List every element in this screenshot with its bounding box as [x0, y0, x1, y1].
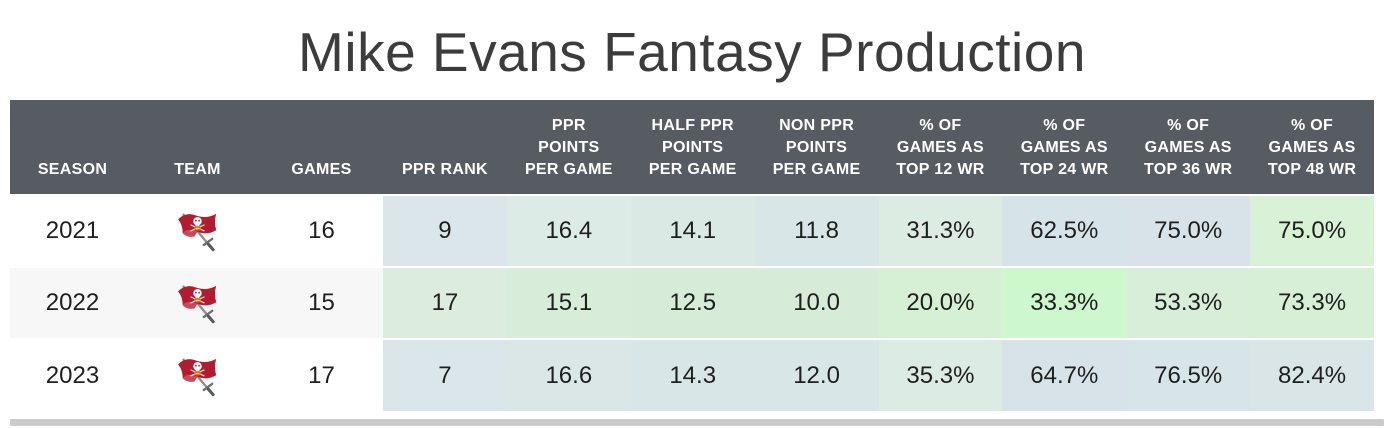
- top36-value-cell: 76.5%: [1126, 338, 1251, 411]
- header-row: SEASON TEAM GAMES PPR RANK PPR POINTS PER GA…: [10, 100, 1374, 195]
- column-header-games: GAMES: [260, 100, 383, 195]
- column-header-top36: % OF GAMES AS TOP 36 WR: [1126, 100, 1251, 195]
- ppr-rank-value-cell: 7: [383, 338, 507, 411]
- column-header-half-ppr-ppg: HALF PPR POINTS PER GAME: [630, 100, 755, 195]
- table-body: 2021 16 9 16.4 14.1 11.8 31.3% 62.5% 75.0% 75.0%…: [10, 194, 1374, 411]
- ppr-ppg-value-cell: 16.4: [506, 194, 631, 267]
- column-header-top48: % OF GAMES AS TOP 48 WR: [1250, 100, 1374, 195]
- games-cell: 16: [260, 194, 383, 267]
- non-ppr-ppg-value-cell: 10.0: [754, 266, 879, 339]
- games-cell: 17: [260, 338, 383, 411]
- season-cell: 2023: [10, 338, 135, 411]
- half-ppr-ppg-value-cell: 12.5: [630, 266, 755, 339]
- column-header-season: SEASON: [10, 100, 135, 195]
- column-header-ppr-ppg: PPR POINTS PER GAME: [506, 100, 631, 195]
- column-header-top24: % OF GAMES AS TOP 24 WR: [1002, 100, 1127, 195]
- page-title: Mike Evans Fantasy Production: [298, 21, 1086, 83]
- top48-value-cell: 73.3%: [1250, 266, 1374, 339]
- ppr-rank-value-cell: 17: [383, 266, 507, 339]
- column-header-top12: % OF GAMES AS TOP 12 WR: [878, 100, 1003, 195]
- top36-value-cell: 53.3%: [1126, 266, 1251, 339]
- non-ppr-ppg-value-cell: 11.8: [754, 194, 879, 267]
- team-cell: [135, 266, 260, 339]
- column-header-ppr-rank: PPR RANK: [383, 100, 507, 195]
- buccaneers-flag-icon: [178, 285, 217, 324]
- top12-value-cell: 20.0%: [878, 266, 1003, 339]
- table-row-2023: 2023 17 7 16.6 14.3 12.0 35.3% 64.7% 76.5% 82.4%: [10, 338, 1374, 411]
- top24-value-cell: 33.3%: [1002, 266, 1127, 339]
- top12-value-cell: 31.3%: [878, 194, 1003, 267]
- top12-value-cell: 35.3%: [878, 338, 1003, 411]
- table-header: SEASON TEAM GAMES PPR RANK PPR POINTS PER GA…: [10, 100, 1374, 195]
- ppr-ppg-value-cell: 16.6: [506, 338, 631, 411]
- season-cell: 2022: [10, 266, 135, 339]
- top48-value-cell: 75.0%: [1250, 194, 1374, 267]
- table-row-2021: 2021 16 9 16.4 14.1 11.8 31.3% 62.5% 75.0% 75.0%: [10, 194, 1374, 267]
- fantasy-production-table: SEASON TEAM GAMES PPR RANK PPR POINTS PER GA…: [10, 100, 1374, 411]
- non-ppr-ppg-value-cell: 12.0: [754, 338, 879, 411]
- ppr-ppg-value-cell: 15.1: [506, 266, 631, 339]
- top48-value-cell: 82.4%: [1250, 338, 1374, 411]
- ppr-rank-value-cell: 9: [383, 194, 507, 267]
- team-cell: [135, 194, 260, 267]
- games-cell: 15: [260, 266, 383, 339]
- horizontal-scrollbar[interactable]: [10, 419, 1384, 426]
- column-header-team: TEAM: [135, 100, 260, 195]
- top36-value-cell: 75.0%: [1126, 194, 1251, 267]
- team-cell: [135, 338, 260, 411]
- buccaneers-flag-icon: [178, 213, 217, 252]
- table-row-2022: 2022 15 17 15.1 12.5 10.0 20.0% 33.3% 53.3% 73.3…: [10, 266, 1374, 339]
- season-cell: 2021: [10, 194, 135, 267]
- buccaneers-flag-icon: [178, 358, 217, 396]
- half-ppr-ppg-value-cell: 14.3: [630, 338, 755, 411]
- top24-value-cell: 64.7%: [1002, 338, 1127, 411]
- column-header-non-ppr-ppg: NON PPR POINTS PER GAME: [754, 100, 879, 195]
- top24-value-cell: 62.5%: [1002, 194, 1127, 267]
- half-ppr-ppg-value-cell: 14.1: [630, 194, 755, 267]
